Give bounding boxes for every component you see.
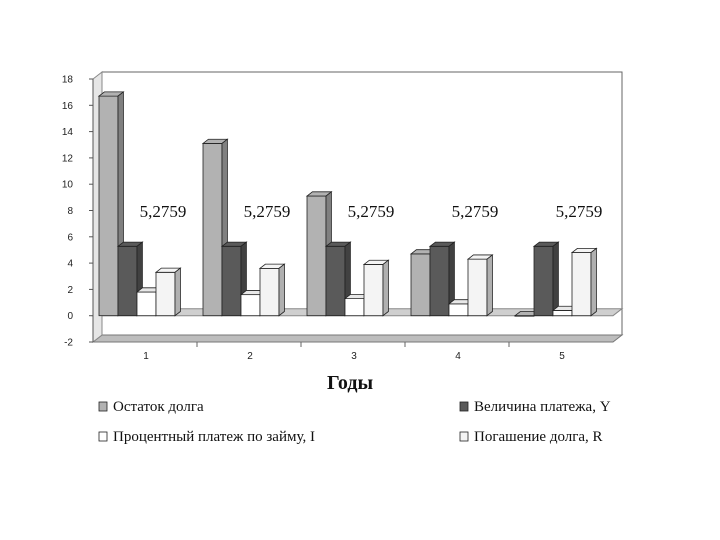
bar-front (325, 245, 346, 317)
legend-swatch (459, 431, 469, 442)
x-tick-label: 4 (455, 351, 461, 362)
x-tick-label: 5 (559, 351, 565, 362)
y-tick-label: 8 (67, 206, 73, 217)
annotation-label: 5,2759 (556, 202, 603, 221)
y-tick-label: 2 (67, 285, 73, 296)
annotation-label: 5,2759 (244, 202, 291, 221)
bar-front (410, 253, 431, 317)
bar-side (590, 247, 597, 317)
annotation-label: 5,2759 (140, 202, 187, 221)
bar-front (467, 258, 488, 317)
annotation-label: 5,2759 (348, 202, 395, 221)
bar-front (117, 245, 138, 317)
bar-front (552, 310, 573, 317)
bar (532, 241, 560, 317)
y-tick-label: 6 (67, 232, 73, 243)
bar-side (382, 259, 389, 317)
bar-front (363, 264, 384, 317)
bar-side (174, 267, 181, 317)
bar-front (571, 252, 592, 317)
bar-front (259, 267, 280, 317)
legend-item: Процентный платеж по займу, I (98, 429, 315, 445)
bar (324, 241, 352, 317)
y-tick-label: 14 (62, 127, 74, 138)
annotation-label: 5,2759 (452, 202, 499, 221)
bar (570, 247, 598, 317)
legend-label: Величина платежа, Y (474, 399, 611, 415)
bar-front (136, 291, 157, 317)
y-tick-label: 0 (67, 311, 73, 322)
bar (97, 91, 125, 317)
legend: Остаток долга Величина платежа, Y Процентн… (98, 399, 611, 445)
bar (154, 267, 182, 317)
bar-front (344, 298, 365, 317)
bar (362, 259, 390, 317)
x-axis-title: Годы (327, 372, 374, 394)
annotations: 5,2759 5,2759 5,2759 5,2759 5,2759 (140, 202, 603, 221)
y-tick-label: -2 (64, 338, 73, 349)
bar-front (306, 195, 327, 317)
legend-swatch (98, 401, 108, 412)
bar (258, 263, 286, 317)
bar-front (221, 245, 242, 317)
y-tick-label: 16 (62, 101, 74, 112)
bar-side (552, 241, 559, 317)
bar-side (486, 254, 493, 317)
y-axis: -2 0 2 4 6 8 10 12 14 16 18 (62, 75, 94, 349)
y-tick-label: 10 (62, 180, 74, 191)
bar-front (429, 245, 450, 317)
legend-item: Остаток долга (98, 399, 204, 415)
legend-label: Погашение долга, R (474, 429, 603, 445)
legend-swatch (459, 401, 469, 412)
legend-item: Величина платежа, Y (459, 399, 611, 415)
y-tick-label: 4 (67, 259, 73, 270)
bar-front (240, 294, 261, 317)
bar (466, 254, 494, 317)
bar-front (155, 271, 176, 317)
bar-front (533, 245, 554, 317)
y-tick-label: 12 (62, 153, 74, 164)
legend-item: Погашение долга, R (459, 429, 603, 445)
legend-label: Процентный платеж по займу, I (113, 429, 315, 445)
legend-label: Остаток долга (113, 399, 204, 415)
bar (428, 241, 456, 317)
x-tick-label: 1 (143, 351, 149, 362)
bars (97, 91, 598, 317)
y-tick-label: 18 (62, 75, 74, 86)
bar-front (202, 143, 223, 317)
x-axis: 1 2 3 4 5 (143, 342, 565, 362)
x-tick-label: 3 (351, 351, 357, 362)
bar-front (448, 303, 469, 317)
legend-swatch (98, 431, 108, 442)
bar-side (278, 263, 285, 317)
x-tick-label: 2 (247, 351, 253, 362)
bar-front (98, 95, 119, 317)
plot-base (91, 334, 624, 343)
